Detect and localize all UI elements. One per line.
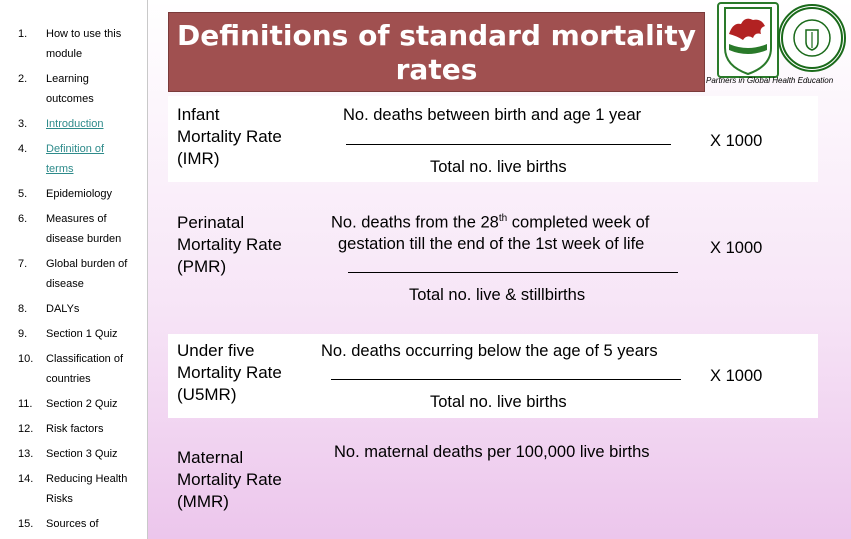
nav-label-cont: disease burden bbox=[46, 233, 122, 245]
term-line: Perinatal bbox=[177, 213, 245, 232]
term-line: Under five bbox=[177, 341, 255, 360]
nav-link-label-cont[interactable]: terms bbox=[46, 163, 74, 175]
nav-label: Section 2 Quiz bbox=[46, 398, 118, 410]
term-line: (MMR) bbox=[177, 492, 229, 511]
nav-item-risk-factors[interactable]: 12. Risk factors bbox=[0, 423, 147, 441]
term-name: Infant Mortality Rate (IMR) bbox=[177, 104, 282, 170]
definition-row-mmr: Maternal Mortality Rate (MMR) No. matern… bbox=[168, 438, 818, 518]
dragon-crest-icon bbox=[717, 2, 779, 78]
nav-item-section-1-quiz[interactable]: 9. Section 1 Quiz bbox=[0, 328, 147, 346]
nav-label: Section 1 Quiz bbox=[46, 328, 118, 340]
nav-item-definition-of-terms[interactable]: 4. Definition of terms bbox=[0, 143, 147, 187]
formula-numerator-line-2: gestation till the end of the 1st week o… bbox=[338, 235, 645, 253]
nav-label: Epidemiology bbox=[46, 188, 113, 200]
term-line: Maternal bbox=[177, 448, 244, 467]
term-name: Perinatal Mortality Rate (PMR) bbox=[177, 212, 282, 278]
nav-label: DALYs bbox=[46, 303, 80, 315]
nav-number: 9. bbox=[18, 328, 28, 340]
nav-label: How to use this bbox=[46, 28, 122, 40]
term-line: Mortality Rate bbox=[177, 470, 282, 489]
nav-item-reducing-health-risks[interactable]: 14. Reducing Health Risks bbox=[0, 473, 147, 517]
page-title-line-1: Definitions of standard mortality bbox=[177, 19, 696, 52]
nav-link-label[interactable]: Introduction bbox=[46, 118, 104, 130]
term-line: (IMR) bbox=[177, 149, 220, 168]
nav-item-global-burden-of-disease[interactable]: 7. Global burden of disease bbox=[0, 258, 147, 302]
nav-label-cont: Risks bbox=[46, 493, 73, 505]
nav-item-sources-of[interactable]: 15. Sources of bbox=[0, 518, 147, 536]
numerator-superscript: th bbox=[498, 213, 508, 224]
nav-number: 13. bbox=[18, 448, 34, 460]
nav-number: 7. bbox=[18, 258, 28, 270]
formula-numerator: No. maternal deaths per 100,000 live bir… bbox=[334, 443, 650, 461]
title-banner: Definitions of standard mortality rates bbox=[168, 12, 705, 92]
term-name: Maternal Mortality Rate (MMR) bbox=[177, 447, 282, 513]
nav-item-learning-outcomes[interactable]: 2. Learning outcomes bbox=[0, 73, 147, 117]
nav-item-classification-of-countries[interactable]: 10. Classification of countries bbox=[0, 353, 147, 397]
fraction-line bbox=[346, 144, 671, 145]
nav-item-how-to-use[interactable]: 1. How to use this module bbox=[0, 28, 147, 72]
definition-row-u5mr: Under five Mortality Rate (U5MR) No. dea… bbox=[168, 334, 818, 418]
nav-number: 6. bbox=[18, 213, 28, 225]
formula-denominator: Total no. live births bbox=[430, 158, 567, 176]
nav-item-section-3-quiz[interactable]: 13. Section 3 Quiz bbox=[0, 448, 147, 466]
nav-item-section-2-quiz[interactable]: 11. Section 2 Quiz bbox=[0, 398, 147, 416]
page-title: Definitions of standard mortality rates bbox=[169, 19, 704, 87]
nav-label-cont: disease bbox=[46, 278, 84, 290]
term-line: Mortality Rate bbox=[177, 127, 282, 146]
nav-item-dalys[interactable]: 8. DALYs bbox=[0, 303, 147, 321]
definition-row-pmr: Perinatal Mortality Rate (PMR) No. death… bbox=[168, 202, 818, 312]
nav-label: Global burden of bbox=[46, 258, 128, 270]
term-line: (PMR) bbox=[177, 257, 227, 276]
partners-caption: Partners in Global Health Education bbox=[706, 76, 834, 85]
nav-number: 2. bbox=[18, 73, 28, 85]
fraction-line bbox=[348, 272, 678, 273]
nav-item-introduction[interactable]: 3. Introduction bbox=[0, 118, 147, 136]
numerator-text: No. deaths from the 28 bbox=[331, 213, 499, 232]
nav-number: 11. bbox=[18, 398, 33, 410]
nav-number: 14. bbox=[18, 473, 34, 485]
nav-label-cont: countries bbox=[46, 373, 91, 385]
nav-label: Learning bbox=[46, 73, 89, 85]
nav-label: Measures of bbox=[46, 213, 107, 225]
formula-multiplier: X 1000 bbox=[710, 239, 763, 257]
formula-multiplier: X 1000 bbox=[710, 132, 763, 150]
nav-item-epidemiology[interactable]: 5. Epidemiology bbox=[0, 188, 147, 206]
numerator-text-cont: completed week of bbox=[507, 213, 650, 232]
sidebar-nav: 1. How to use this module 2. Learning ou… bbox=[0, 0, 148, 539]
row-background bbox=[168, 96, 818, 182]
nav-label: Reducing Health bbox=[46, 473, 128, 485]
nav-item-measures-of-disease-burden[interactable]: 6. Measures of disease burden bbox=[0, 213, 147, 257]
formula-numerator: No. deaths from the 28th completed week … bbox=[331, 213, 649, 233]
nav-number: 4. bbox=[18, 143, 28, 155]
nav-number: 5. bbox=[18, 188, 28, 200]
nav-number: 8. bbox=[18, 303, 28, 315]
definition-row-imr: Infant Mortality Rate (IMR) No. deaths b… bbox=[168, 96, 818, 182]
formula-multiplier: X 1000 bbox=[710, 367, 763, 385]
formula-denominator: Total no. live & stillbirths bbox=[409, 286, 586, 304]
nav-number: 12. bbox=[18, 423, 34, 435]
page-title-line-2: rates bbox=[395, 53, 478, 86]
term-line: Infant bbox=[177, 105, 220, 124]
term-line: (U5MR) bbox=[177, 385, 237, 404]
term-line: Mortality Rate bbox=[177, 363, 282, 382]
nav-label: Sources of bbox=[46, 518, 99, 530]
fraction-line bbox=[331, 379, 681, 380]
nav-link-label[interactable]: Definition of bbox=[46, 143, 105, 155]
nav-label-cont: module bbox=[46, 48, 83, 60]
nav-number: 10. bbox=[18, 353, 34, 365]
nav-label: Classification of bbox=[46, 353, 124, 365]
row-background bbox=[168, 334, 818, 418]
nav-label: Risk factors bbox=[46, 423, 104, 435]
formula-numerator: No. deaths between birth and age 1 year bbox=[343, 106, 642, 124]
college-seal-icon bbox=[778, 4, 846, 72]
formula-numerator: No. deaths occurring below the age of 5 … bbox=[321, 342, 658, 360]
formula-denominator: Total no. live births bbox=[430, 393, 567, 411]
nav-label: Section 3 Quiz bbox=[46, 448, 118, 460]
nav-number: 1. bbox=[18, 28, 28, 40]
nav-label-cont: outcomes bbox=[46, 93, 94, 105]
term-name: Under five Mortality Rate (U5MR) bbox=[177, 340, 282, 406]
nav-number: 3. bbox=[18, 118, 28, 130]
term-line: Mortality Rate bbox=[177, 235, 282, 254]
nav-number: 15. bbox=[18, 518, 34, 530]
